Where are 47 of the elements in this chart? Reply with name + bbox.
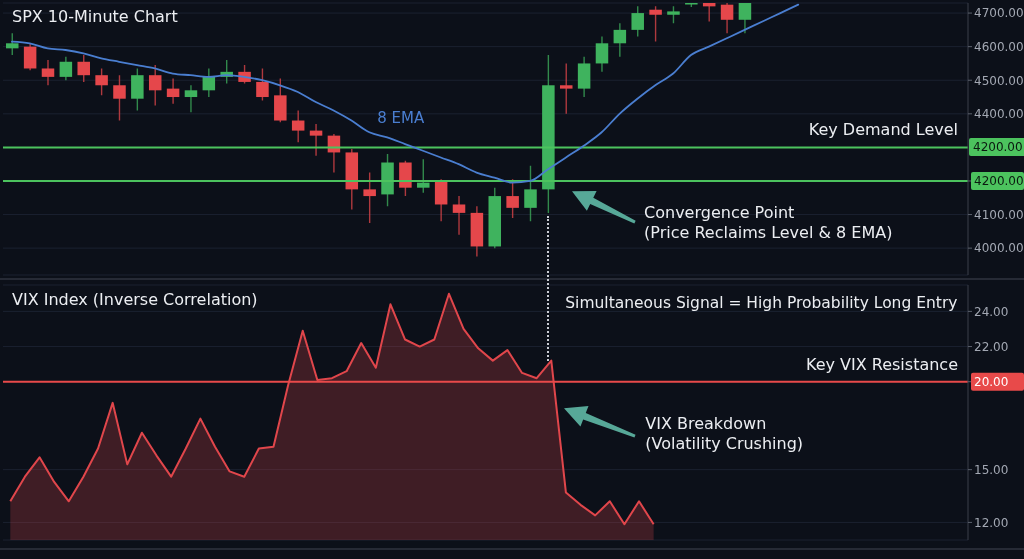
candlestick [631,5,644,38]
candlestick [452,195,466,236]
y-tick-label: 4200.00 [974,174,1024,189]
chart-title: SPX 10-Minute Chart [12,7,178,27]
y-tick-label: 4000.00 [974,241,1024,256]
candlestick [291,109,305,144]
ref-line-label: Key Demand Level [808,120,958,140]
annotation: Simultaneous Signal = High Probability Long Entry [565,293,958,313]
candlestick [506,178,519,219]
candlestick [595,35,609,73]
y-tick-label: 4600.00 [974,39,1024,54]
candlestick [23,42,37,71]
y-tick-label: 4500.00 [974,73,1024,88]
y-tick-label: 4700.00 [974,6,1024,21]
annotation: VIX Breakdown (Volatility Crushing) [645,413,804,454]
candlestick [113,74,126,122]
candlestick [184,84,198,113]
candlestick [6,32,19,56]
y-tick-label: 4400.00 [974,107,1024,122]
candlestick [738,3,752,34]
candlestick [166,77,180,105]
candlestick [131,67,144,112]
candlestick [41,59,55,86]
y-tick-label: 22.00 [974,339,1009,354]
y-tick-label: 15.00 [974,462,1009,477]
candlestick [95,67,108,97]
candlestick [434,178,448,222]
y-tick-label: 24.00 [974,304,1009,319]
candlestick [59,56,73,81]
chart-title: VIX Index (Inverse Correlation) [12,290,258,310]
candlestick [148,64,162,107]
candlestick [649,5,662,43]
candlestick [256,67,269,102]
series-label: 8 EMA [377,108,425,129]
candlestick [309,123,323,157]
y-tick-label: 4100.00 [974,207,1024,222]
candlestick [720,3,734,34]
candlestick [524,165,537,222]
annotation: Convergence Point (Price Reclaims Level & 8 EMA) [644,203,893,244]
candlestick [363,171,376,224]
y-tick-label: 12.00 [974,515,1009,530]
candlestick [559,62,573,115]
candlestick [417,158,430,194]
candlestick [613,22,627,58]
candlestick [77,54,90,83]
y-tick-label: 20.00 [974,375,1009,390]
ref-line-label: Key VIX Resistance [804,354,958,375]
